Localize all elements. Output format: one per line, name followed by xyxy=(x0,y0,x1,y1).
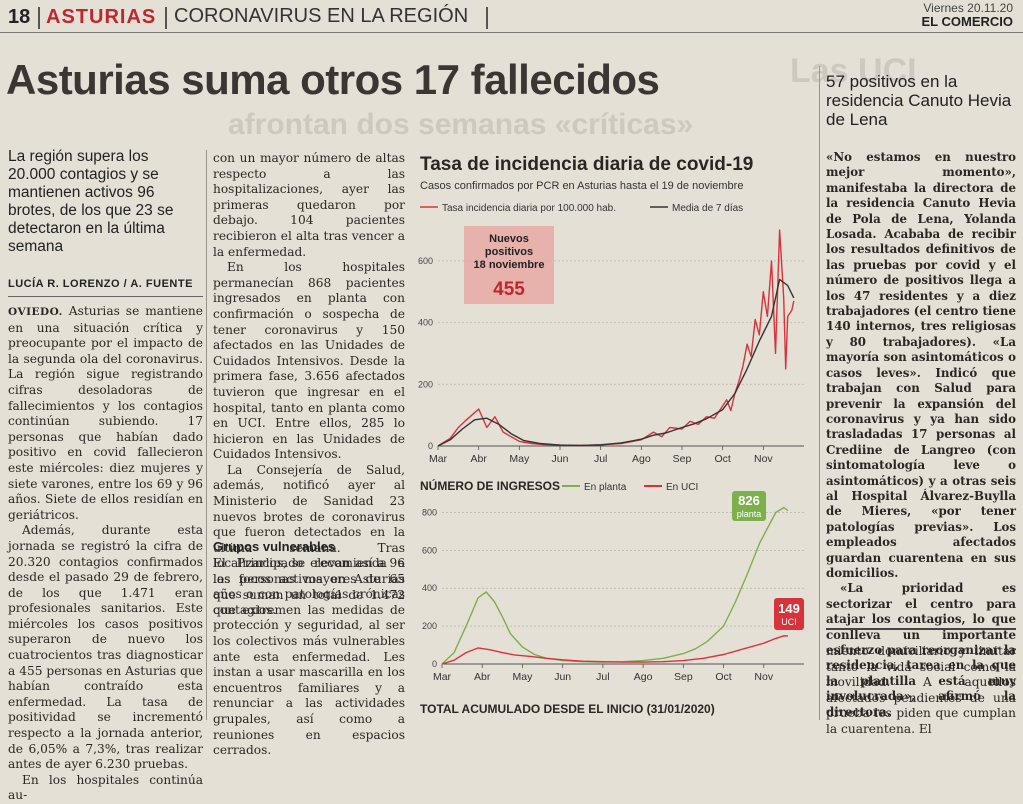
callout-label: positivos xyxy=(485,246,533,258)
subsection-heading: Grupos vulnerables xyxy=(213,539,336,554)
covid-charts: Tasa de incidencia diaria de covid-19 Ca… xyxy=(418,154,804,716)
header-rule xyxy=(0,32,1023,33)
showthrough-text: afrontan dos semanas «críticas» xyxy=(228,108,694,141)
section-name: ASTURIAS xyxy=(46,6,157,28)
planta-badge xyxy=(732,491,766,521)
admissions-chart: NÚMERO DE INGRESOS En planta En UCI 0 200… xyxy=(420,478,804,683)
sidebar-body: «No estamos en nuestro mejor momento», m… xyxy=(826,150,1016,720)
incidence-chart: Tasa de incidencia diaria de covid-19 Ca… xyxy=(418,154,804,465)
chart-title: Tasa de incidencia diaria de covid-19 xyxy=(420,154,753,175)
uci-value: 149 xyxy=(778,601,800,616)
y-tick-label: 600 xyxy=(418,256,433,266)
header-divider xyxy=(486,7,488,29)
headline: Asturias suma otros 17 fallecidos xyxy=(6,56,660,103)
series-line-1 xyxy=(437,229,795,447)
x-tick-label: Nov xyxy=(754,671,773,683)
x-tick-label: Oct xyxy=(714,453,730,465)
x-tick-label: Nov xyxy=(754,453,773,465)
x-tick-label: Abr xyxy=(470,453,487,465)
header-divider xyxy=(38,7,40,29)
legend-entry: Tasa incidencia diaria por 100.000 hab. xyxy=(442,203,616,214)
page-number: 18 xyxy=(8,6,31,28)
x-tick-label: May xyxy=(509,453,530,465)
paragraph: Además, durante esta jornada se registró… xyxy=(8,523,203,773)
series-line-2 xyxy=(441,635,788,665)
sidebar-rule xyxy=(826,628,1016,630)
x-tick-label: Jun xyxy=(552,453,569,465)
showthrough-text: Las UCI xyxy=(790,52,917,90)
header-divider xyxy=(165,7,167,29)
paragraph: En los hospitales permanecían 868 pacien… xyxy=(213,260,405,462)
dateline: OVIEDO. xyxy=(8,306,63,318)
subheadline: La región supera los 20.000 contagios y … xyxy=(8,148,174,255)
y-tick-label: 400 xyxy=(422,583,437,593)
x-tick-label: Abr xyxy=(474,671,491,683)
y-tick-label: 0 xyxy=(432,659,437,669)
y-tick-label: 200 xyxy=(418,379,433,389)
x-tick-label: Ago xyxy=(634,671,653,683)
legend-entry: En planta xyxy=(584,482,627,493)
x-tick-label: Oct xyxy=(715,671,731,683)
column-rule xyxy=(206,150,207,720)
callout-label: 18 noviembre xyxy=(474,259,545,271)
callout-value: 455 xyxy=(493,279,525,300)
callout-box xyxy=(464,226,554,304)
callout-label: Nuevos xyxy=(489,233,529,245)
section-topic: CORONAVIRUS EN LA REGIÓN xyxy=(174,5,469,27)
chart-subtitle: Casos confirmados por PCR en Asturias ha… xyxy=(420,180,743,192)
paragraph: con un mayor número de altas respecto a … xyxy=(213,151,405,259)
article-column-2: con un mayor número de altas respecto a … xyxy=(213,151,405,619)
paragraph: «No estamos en nuestro mejor momento», m… xyxy=(826,150,1016,580)
publication-date: Viernes 20.11.20 xyxy=(923,1,1013,15)
planta-label: planta xyxy=(737,509,762,519)
x-tick-label: Mar xyxy=(429,453,448,465)
newspaper-name: EL COMERCIO xyxy=(921,14,1014,29)
x-tick-label: Jul xyxy=(596,671,609,683)
article-column-1: OVIEDO. Asturias se mantiene en una situ… xyxy=(8,304,203,804)
uci-label: UCI xyxy=(781,617,797,627)
chart-title: NÚMERO DE INGRESOS xyxy=(420,478,560,493)
x-tick-label: Mar xyxy=(433,671,452,683)
planta-value: 826 xyxy=(738,493,760,508)
uci-badge xyxy=(774,598,804,630)
paragraph: OVIEDO. Asturias se mantiene en una situ… xyxy=(8,304,203,523)
paragraph: «La prioridad es sectorizar el centro pa… xyxy=(826,581,1016,719)
paragraph: El Principado recomienda a las personas … xyxy=(213,556,405,758)
series-line-1 xyxy=(441,506,789,665)
y-tick-label: 0 xyxy=(428,441,433,451)
x-tick-label: Ago xyxy=(632,453,651,465)
x-tick-label: Sep xyxy=(673,453,692,465)
x-tick-label: Sep xyxy=(674,671,693,683)
legend-entry: Media de 7 días xyxy=(672,203,743,214)
paragraph-text: Asturias se mantiene en una situación cr… xyxy=(8,304,203,522)
sidebar-title: 57 positivos en la residencia Canuto Hev… xyxy=(826,72,1012,129)
x-tick-label: Jun xyxy=(554,671,571,683)
series-line-2 xyxy=(437,278,795,447)
byline-rule xyxy=(8,296,203,297)
chart-footer: TOTAL ACUMULADO DESDE EL INICIO (31/01/2… xyxy=(420,702,715,716)
paragraph-text: Además, durante esta jornada se registró… xyxy=(8,523,203,772)
paragraph: En los hospitales continúa au- xyxy=(8,773,203,804)
x-tick-label: May xyxy=(513,671,534,683)
byline: LUCÍA R. LORENZO / A. FUENTE xyxy=(8,278,193,290)
y-tick-label: 800 xyxy=(422,507,437,517)
paragraph: miento domiciliario y limitar tanto la v… xyxy=(826,644,1016,736)
column-rule xyxy=(819,66,820,720)
y-tick-label: 600 xyxy=(422,545,437,555)
paragraph: La Consejería de Salud, además, notificó… xyxy=(213,462,405,618)
article-column-2-continued: El Principado recomienda a las personas … xyxy=(213,556,405,759)
y-tick-label: 200 xyxy=(422,621,437,631)
paragraph-text: En los hospitales continúa au- xyxy=(8,772,203,803)
x-tick-label: Jul xyxy=(594,453,607,465)
legend-entry: En UCI xyxy=(666,482,698,493)
y-tick-label: 400 xyxy=(418,318,433,328)
article-continuation: miento domiciliario y limitar tanto la v… xyxy=(826,644,1016,738)
